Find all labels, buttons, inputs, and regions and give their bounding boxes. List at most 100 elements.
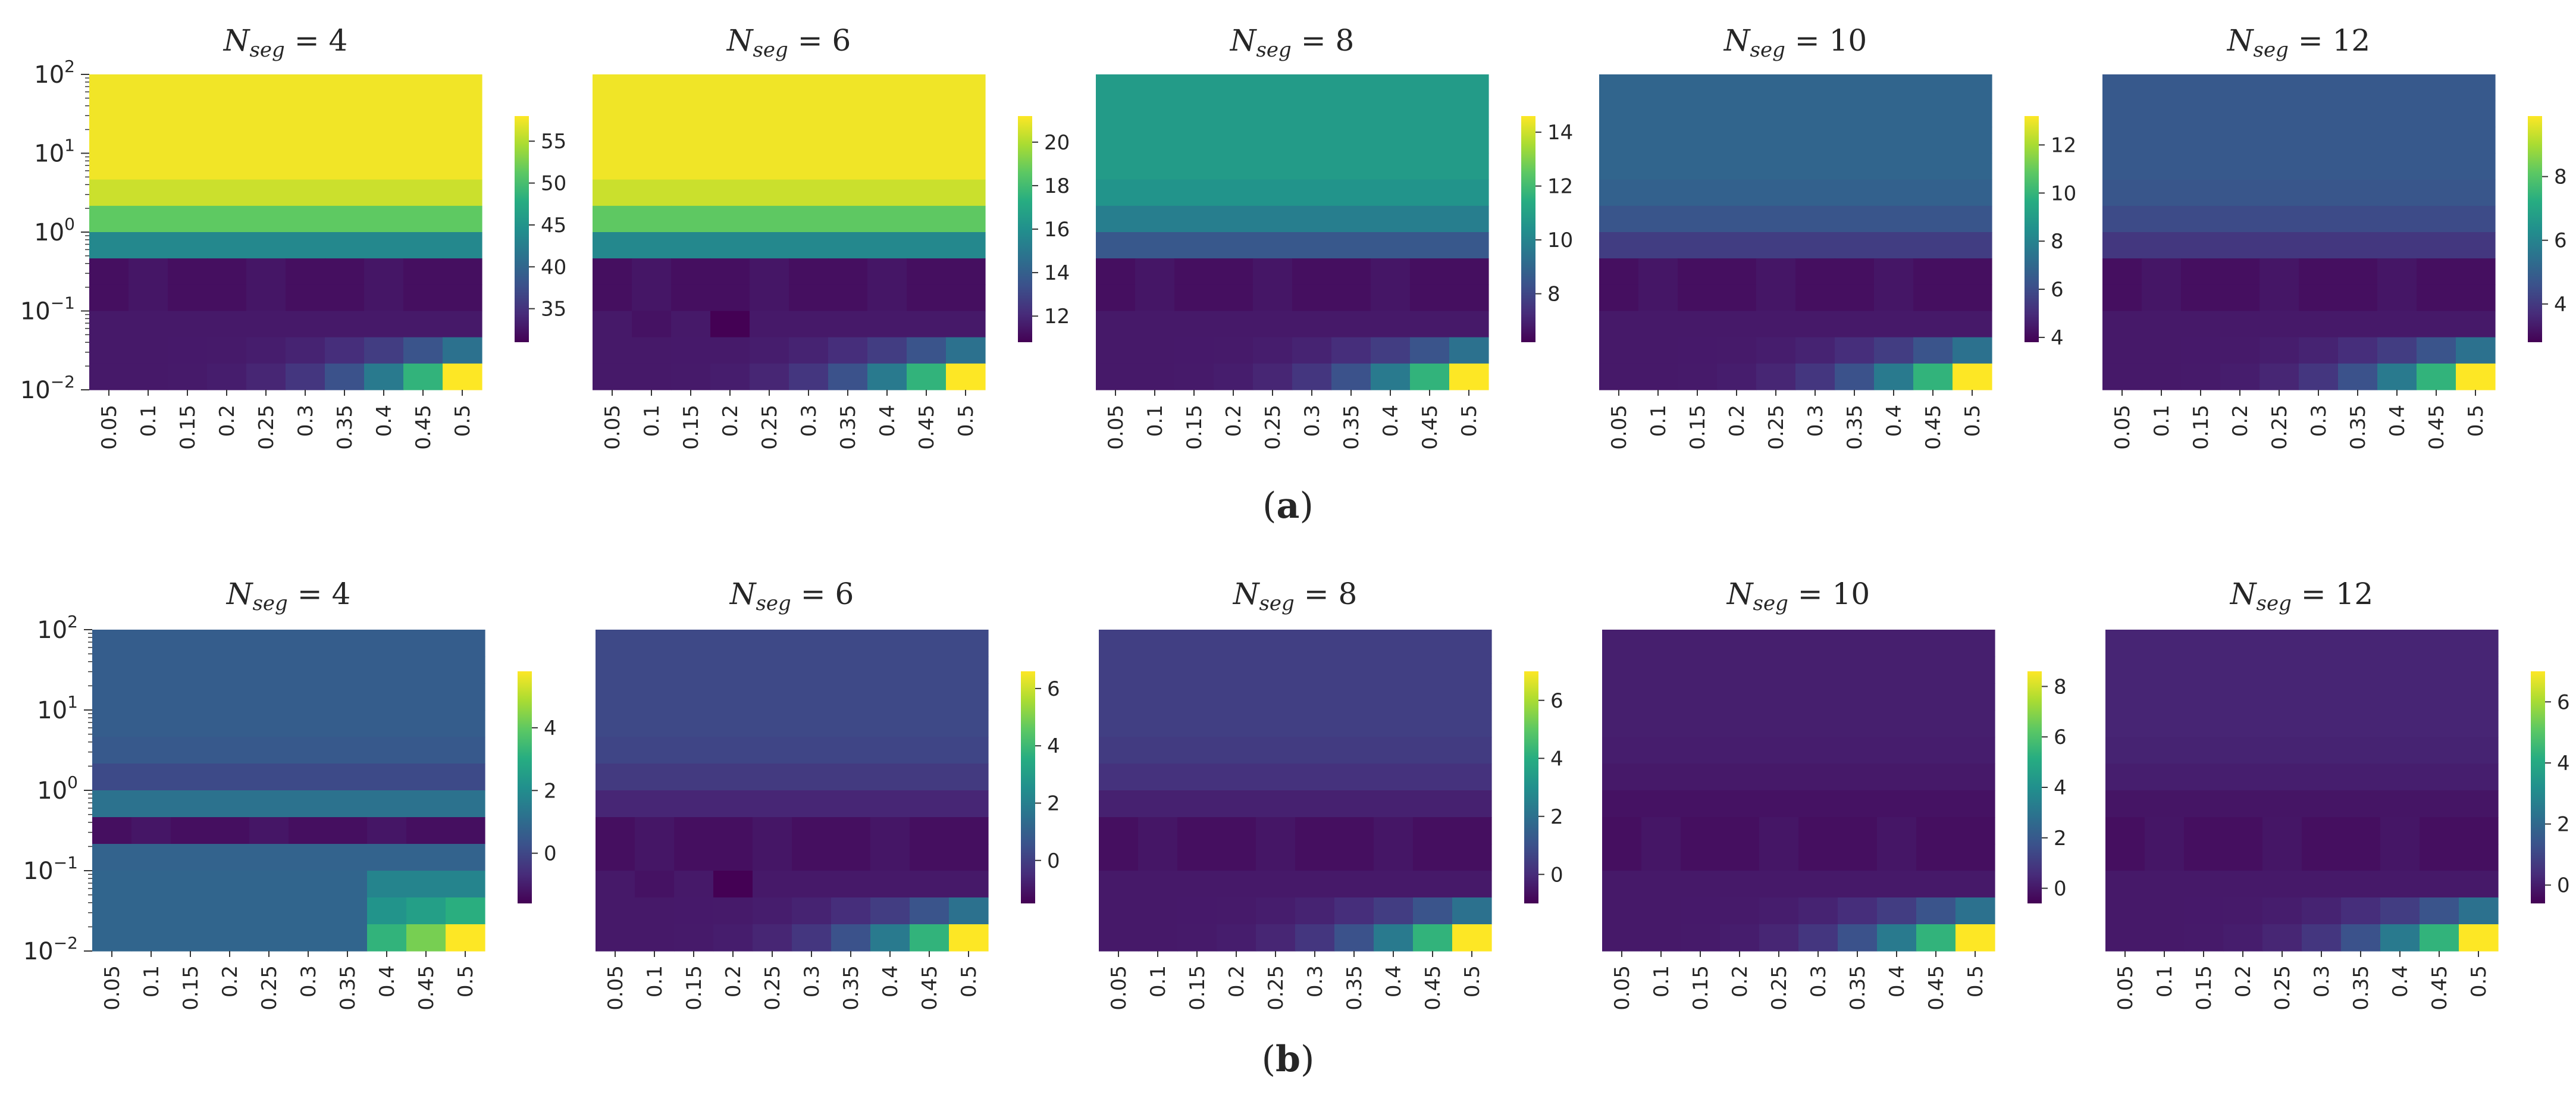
heatmap-cell [129, 232, 168, 259]
heatmap-cell [2302, 737, 2342, 764]
heatmap-cell [1681, 924, 1721, 952]
heatmap-cell [168, 311, 208, 338]
x-tick-label: 0.05 [1607, 405, 1631, 450]
heatmap-cell [1913, 101, 1953, 127]
y-tick-label: 100 [37, 772, 78, 805]
heatmap-cell [1413, 656, 1453, 684]
heatmap-cell [2102, 232, 2142, 259]
heatmap-cell [828, 74, 868, 101]
heatmap-cell [92, 737, 132, 764]
heatmap-cell [2223, 710, 2263, 737]
heatmap-cell [1138, 871, 1178, 898]
heatmap-cell [949, 630, 989, 657]
heatmap-cell [1334, 924, 1374, 952]
colorbar-tick-label: 6 [1047, 677, 1060, 701]
x-tick-label: 0.1 [1146, 965, 1170, 997]
heatmap-cell [907, 337, 947, 364]
heatmap-cell [367, 710, 407, 737]
heatmap-cell [325, 153, 365, 180]
heatmap-cell [2380, 710, 2420, 737]
heatmap-cell [907, 284, 947, 312]
heatmap-cell [1955, 844, 1995, 871]
heatmap-cell [593, 232, 632, 259]
heatmap-cell [671, 127, 711, 154]
heatmap-cell [2105, 844, 2145, 871]
heatmap-cell [246, 337, 286, 364]
heatmap-cell [2338, 337, 2378, 364]
heatmap-cell [443, 74, 482, 101]
x-tick-label: 0.3 [1300, 405, 1324, 437]
heatmap-cell [1681, 683, 1721, 711]
heatmap-cell [406, 924, 446, 952]
heatmap-cell [2223, 871, 2263, 898]
heatmap-cell [328, 897, 368, 925]
heatmap-cell [1835, 337, 1875, 364]
heatmap-cell [1953, 205, 1992, 233]
colorbar [1018, 116, 1032, 342]
heatmap-cell [2260, 74, 2299, 101]
heatmap-cell [249, 924, 289, 952]
heatmap-cell [867, 337, 907, 364]
heatmap-cell [710, 101, 750, 127]
heatmap-cell [1756, 232, 1796, 259]
heatmap-cell [2459, 871, 2499, 898]
heatmap-cell [1602, 656, 1642, 684]
heatmap-cell [1953, 337, 1992, 364]
heatmap-cell [2420, 817, 2459, 844]
heatmap-cell [1916, 817, 1956, 844]
heatmap-cell [831, 897, 871, 925]
heatmap-cell [131, 871, 171, 898]
heatmap-cell [1135, 311, 1175, 338]
heatmap-cell [789, 153, 829, 180]
colorbar-tick-label: 6 [2554, 229, 2567, 253]
colorbar-tick-label: 6 [2051, 278, 2064, 302]
heatmap-cell [596, 710, 635, 737]
heatmap-cell [1099, 656, 1139, 684]
x-tick-label: 0.4 [372, 405, 396, 437]
heatmap-cell [446, 871, 485, 898]
heatmap-panel-a-5: Nseg = 12 0.05 0.1 0.15 0.2 0.25 0.3 0.35 0.4 0.4… [2102, 23, 2567, 450]
heatmap-cell [1331, 205, 1371, 233]
heatmap-cell [2145, 683, 2185, 711]
heatmap-cell [710, 363, 750, 390]
heatmap-cell [635, 710, 675, 737]
heatmap-cell [2105, 737, 2145, 764]
heatmap-cell [2260, 153, 2299, 180]
heatmap-cell [910, 844, 949, 871]
heatmap-cell [1916, 790, 1956, 818]
heatmap-cell [1334, 764, 1374, 791]
heatmap-cell [1955, 817, 1995, 844]
heatmap-cell [1953, 101, 1992, 127]
colorbar-tick-label: 4 [1047, 734, 1060, 758]
heatmap-cell [2420, 764, 2459, 791]
y-tick-base: 10 [37, 697, 67, 724]
heatmap-cell [2105, 764, 2145, 791]
heatmap-cell [1295, 897, 1335, 925]
title-main: N [223, 23, 251, 58]
heatmap-cell [1953, 232, 1992, 259]
heatmap-cell [367, 897, 407, 925]
heatmap-cell [674, 710, 714, 737]
heatmap-cell [713, 817, 753, 844]
heatmap-cell [171, 656, 211, 684]
heatmap-cell [443, 258, 482, 285]
heatmap-cell [1331, 311, 1371, 338]
heatmap-cell [671, 232, 711, 259]
heatmap-cell [246, 74, 286, 101]
heatmap-cell [1138, 710, 1178, 737]
colorbar-tick-label: 50 [541, 172, 566, 196]
heatmap-cell [946, 153, 986, 180]
heatmap-cell [446, 817, 485, 844]
heatmap-cell [1599, 101, 1639, 127]
heatmap-cell [1371, 284, 1411, 312]
heatmap-cell [2341, 656, 2381, 684]
x-tick-label: 0.5 [451, 405, 475, 437]
heatmap-cell [910, 897, 949, 925]
heatmap-cell [171, 924, 211, 952]
y-tick-label: 101 [34, 136, 75, 168]
colorbar-tick-label: 4 [2054, 776, 2067, 800]
heatmap-cell [1798, 897, 1838, 925]
heatmap-cell [907, 153, 947, 180]
heatmap-cell [1916, 844, 1956, 871]
heatmap-panel-a-2: Nseg = 6 0.05 0.1 0.15 0.2 0.25 0.3 0.35 0.4 0.45… [593, 23, 1070, 450]
